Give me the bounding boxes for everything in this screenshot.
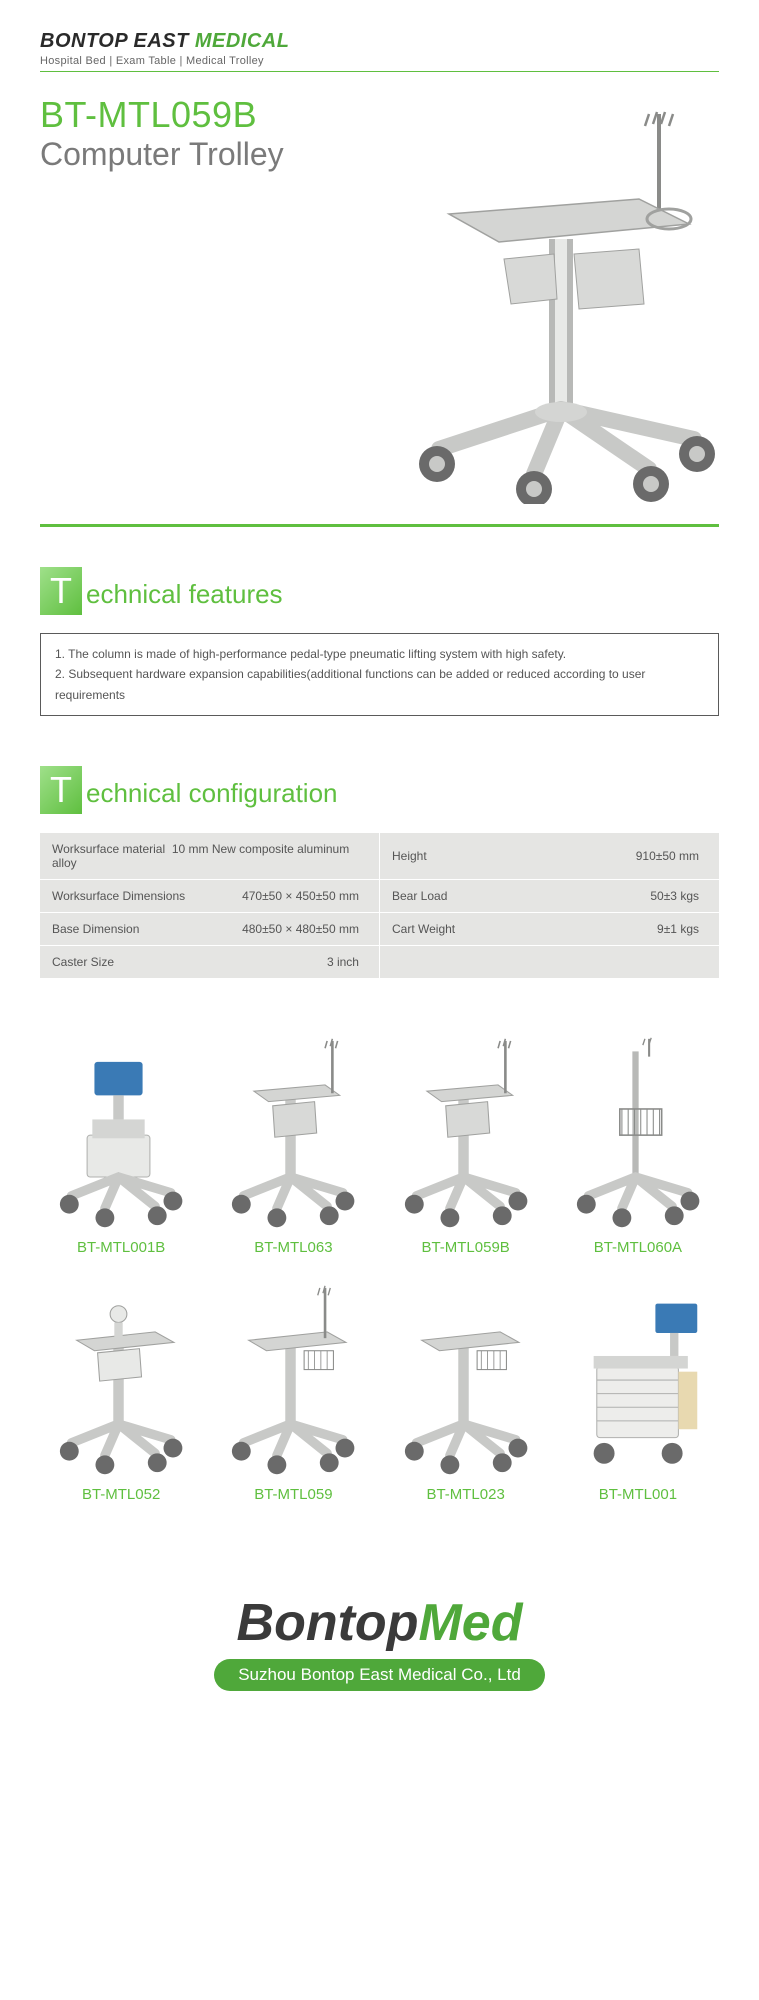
brand-tagline: Hospital Bed | Exam Table | Medical Trol… <box>40 55 719 67</box>
dropcap-t-icon: T <box>40 766 82 814</box>
cell-value: 470±50 × 450±50 mm <box>217 880 380 913</box>
product-thumbnail <box>212 1029 374 1229</box>
product-model-label: BT-MTL059B <box>385 1239 547 1256</box>
footer-brand-prefix: Bontop <box>237 1594 419 1652</box>
product-thumbnail <box>557 1276 719 1476</box>
footer-company: Suzhou Bontop East Medical Co., Ltd <box>214 1659 545 1691</box>
cell-value: 910±50 mm <box>542 833 719 880</box>
cell-label: Worksurface Dimensions <box>40 880 217 913</box>
product-thumbnail <box>557 1029 719 1229</box>
cell-value: 3 inch <box>217 946 380 979</box>
cell-label: Base Dimension <box>40 913 217 946</box>
product-card[interactable]: BT-MTL023 <box>385 1276 547 1503</box>
brand-suffix: MEDICAL <box>195 30 290 53</box>
section-divider <box>40 524 719 527</box>
product-model-label: BT-MTL052 <box>40 1486 202 1503</box>
table-row: Worksurface Dimensions470±50 × 450±50 mm… <box>40 880 719 913</box>
footer-brand-suffix: Med <box>418 1594 522 1652</box>
footer: BontopMed Suzhou Bontop East Medical Co.… <box>0 1543 759 1781</box>
cell-label: Worksurface material 10 mm New composite… <box>40 833 379 880</box>
product-card[interactable]: BT-MTL052 <box>40 1276 202 1503</box>
config-heading: T echnical configuration <box>40 766 719 814</box>
product-card[interactable]: BT-MTL060A <box>557 1029 719 1256</box>
config-table: Worksurface material 10 mm New composite… <box>40 832 719 979</box>
cell-label: Cart Weight <box>379 913 542 946</box>
config-title: echnical configuration <box>86 778 338 809</box>
hero: BT-MTL059B Computer Trolley <box>40 94 719 524</box>
table-row: Worksurface material 10 mm New composite… <box>40 833 719 880</box>
features-heading: T echnical features <box>40 567 719 615</box>
brand-prefix: BONTOP EAST <box>40 30 189 53</box>
product-thumbnail <box>385 1029 547 1229</box>
hero-product-image <box>349 104 729 504</box>
dropcap-t-icon: T <box>40 567 82 615</box>
table-row: Caster Size3 inch <box>40 946 719 979</box>
product-card[interactable]: BT-MTL001B <box>40 1029 202 1256</box>
brand-header: BONTOP EAST MEDICAL Hospital Bed | Exam … <box>40 30 719 72</box>
product-model-label: BT-MTL060A <box>557 1239 719 1256</box>
product-model-label: BT-MTL023 <box>385 1486 547 1503</box>
table-row: Base Dimension480±50 × 480±50 mmCart Wei… <box>40 913 719 946</box>
product-card[interactable]: BT-MTL063 <box>212 1029 374 1256</box>
cell-label <box>379 946 542 979</box>
features-box: 1. The column is made of high-performanc… <box>40 633 719 716</box>
related-products-grid: BT-MTL001B BT-MTL063 <box>40 1029 719 1503</box>
cell-value: 480±50 × 480±50 mm <box>217 913 380 946</box>
cell-value <box>542 946 719 979</box>
product-thumbnail <box>40 1276 202 1476</box>
feature-line: 1. The column is made of high-performanc… <box>55 644 704 664</box>
product-model-label: BT-MTL001 <box>557 1486 719 1503</box>
product-model-label: BT-MTL001B <box>40 1239 202 1256</box>
product-card[interactable]: BT-MTL001 <box>557 1276 719 1503</box>
feature-line: 2. Subsequent hardware expansion capabil… <box>55 664 704 705</box>
features-title: echnical features <box>86 579 283 610</box>
cell-label: Bear Load <box>379 880 542 913</box>
product-thumbnail <box>385 1276 547 1476</box>
product-card[interactable]: BT-MTL059B <box>385 1029 547 1256</box>
product-thumbnail <box>40 1029 202 1229</box>
footer-brand: BontopMed <box>0 1593 759 1653</box>
product-model-label: BT-MTL063 <box>212 1239 374 1256</box>
cell-value: 50±3 kgs <box>542 880 719 913</box>
product-thumbnail <box>212 1276 374 1476</box>
product-model-label: BT-MTL059 <box>212 1486 374 1503</box>
product-card[interactable]: BT-MTL059 <box>212 1276 374 1503</box>
cell-label: Height <box>379 833 542 880</box>
cell-label: Caster Size <box>40 946 217 979</box>
cell-value: 9±1 kgs <box>542 913 719 946</box>
